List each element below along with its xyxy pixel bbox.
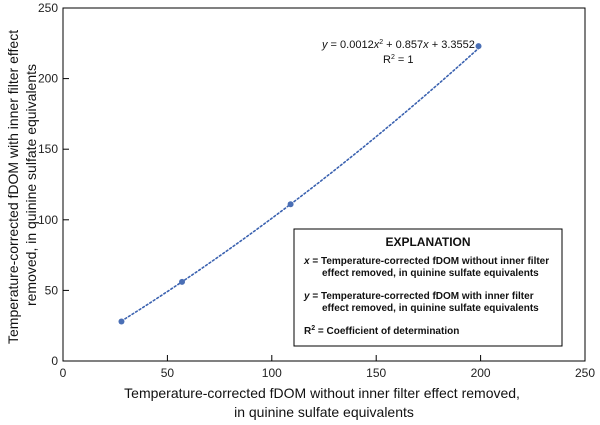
x-tick-label: 250 <box>575 366 595 380</box>
data-point <box>475 43 482 50</box>
y-tick-label: 150 <box>38 142 58 156</box>
y-tick-label: 200 <box>38 72 58 86</box>
x-tick-label: 100 <box>262 366 282 380</box>
data-point <box>179 278 186 285</box>
legend-item-y: y = Temperature-corrected fDOM with inne… <box>303 291 539 314</box>
y-tick-label: 50 <box>45 283 59 297</box>
x-axis-title: Temperature-corrected fDOM without inner… <box>124 385 524 420</box>
y-axis-ticks: 0 50 100 150 200 250 <box>38 1 69 368</box>
data-point <box>118 318 125 325</box>
data-point <box>287 201 294 208</box>
legend-item-r2: R2 = Coefficient of determination <box>304 325 459 337</box>
equation-annotation: y = 0.0012x2 + 0.857x + 3.3552 R2 = 1 <box>321 39 475 66</box>
y-axis-title: Temperature-corrected fDOM with inner fi… <box>5 26 39 344</box>
legend-box: EXPLANATION x = Temperature-corrected fD… <box>293 228 563 347</box>
data-points <box>118 43 482 325</box>
legend-title: EXPLANATION <box>385 235 470 249</box>
x-tick-label: 0 <box>60 366 67 380</box>
equation-text: y = 0.0012x2 + 0.857x + 3.3552 <box>321 39 475 51</box>
x-tick-label: 150 <box>366 366 386 380</box>
r-squared-text: R2 = 1 <box>383 54 414 66</box>
x-axis-ticks: 0 50 100 150 200 250 <box>60 355 595 380</box>
y-tick-label: 100 <box>38 213 58 227</box>
y-tick-label: 250 <box>38 1 58 15</box>
x-tick-label: 50 <box>161 366 175 380</box>
x-tick-label: 200 <box>471 366 491 380</box>
legend-item-x: x = Temperature-corrected fDOM without i… <box>303 256 552 279</box>
y-tick-label: 0 <box>51 354 58 368</box>
legend-frame <box>293 228 563 347</box>
